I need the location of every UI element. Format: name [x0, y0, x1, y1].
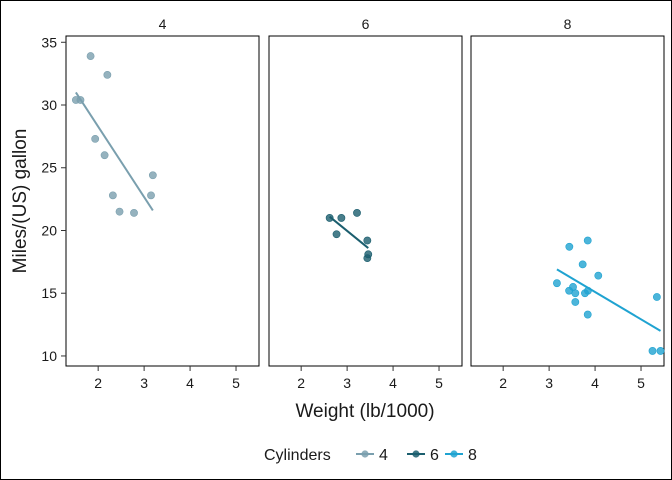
data-point-6 [363, 236, 372, 245]
data-point-8 [565, 242, 574, 251]
data-point-4 [130, 209, 138, 217]
regression-line-8 [556, 268, 662, 332]
data-point-8 [578, 260, 587, 269]
x-tick-label: 4 [389, 375, 397, 391]
data-point-4 [86, 52, 95, 60]
x-tick-label: 5 [637, 375, 645, 391]
legend-item-8: 8 [445, 447, 477, 464]
x-tick-label: 2 [94, 375, 102, 391]
data-point-6 [337, 214, 346, 222]
legend-item-4: 4 [356, 447, 388, 464]
data-point-8 [656, 347, 665, 355]
y-axis: 10 15 20 25 30 35 [41, 34, 66, 364]
x-tick-label: 5 [232, 375, 240, 391]
data-point-8 [583, 310, 592, 319]
facet-label-6: 6 [362, 16, 370, 32]
y-tick-label: 10 [41, 348, 57, 364]
legend-key-point [361, 450, 369, 458]
data-point-4 [91, 134, 100, 143]
data-point-4 [100, 151, 109, 160]
y-tick-label: 25 [41, 160, 57, 176]
y-tick-label: 20 [41, 222, 57, 238]
legend-item-6: 6 [407, 447, 439, 464]
legend-key-point [450, 450, 458, 458]
data-point-4 [115, 207, 124, 216]
data-point-6 [332, 230, 341, 239]
x-tick-label: 3 [140, 375, 148, 391]
data-point-8 [594, 271, 603, 280]
data-point-6 [364, 250, 373, 259]
x-tick-label: 4 [186, 375, 194, 391]
x-tick-label: 5 [435, 375, 443, 391]
legend-label: 8 [468, 447, 477, 464]
x-tick-label: 3 [343, 375, 351, 391]
data-point-4 [103, 70, 112, 79]
data-point-4 [148, 171, 157, 180]
data-point-4 [108, 191, 117, 200]
regression-line-6 [329, 215, 369, 249]
data-point-4 [147, 191, 155, 200]
data-point-8 [583, 236, 592, 245]
x-axis-title: Weight (lb/1000) [295, 401, 434, 422]
panel-border [470, 35, 665, 367]
data-point-8 [652, 293, 661, 301]
data-point-8 [581, 289, 589, 298]
legend-key-point [412, 450, 420, 458]
y-tick-label: 35 [41, 34, 57, 50]
panel-8: 8 2 3 4 5 [470, 16, 665, 391]
data-point-8 [648, 347, 657, 355]
panel-4: 4 2 3 4 5 [65, 16, 260, 391]
data-point-8 [571, 298, 580, 306]
panel-border [65, 35, 260, 367]
legend-label: 6 [430, 447, 439, 464]
legend-title: Cylinders [264, 447, 331, 464]
data-point-8 [553, 279, 561, 288]
panels: 4 2 3 4 5 6 2 3 4 5 8 2 3 4 5 [65, 16, 665, 391]
legend-label: 4 [379, 447, 388, 464]
panel-6: 6 2 3 4 5 [268, 16, 463, 391]
x-tick-label: 4 [591, 375, 599, 391]
data-point-6 [353, 209, 361, 217]
panel-border [268, 35, 463, 367]
data-point-6 [325, 214, 334, 222]
data-point-8 [571, 289, 580, 298]
y-tick-label: 30 [41, 97, 57, 113]
facet-label-8: 8 [564, 16, 572, 32]
x-tick-label: 2 [297, 375, 305, 391]
y-axis-title: Miles/(US) gallon [10, 129, 31, 274]
x-tick-label: 2 [499, 375, 507, 391]
legend: Cylinders 4 6 8 [264, 447, 477, 464]
y-tick-label: 15 [41, 285, 57, 301]
regression-line-4 [75, 91, 154, 211]
data-point-4 [76, 96, 85, 104]
facet-label-4: 4 [159, 16, 167, 32]
x-tick-label: 3 [545, 375, 553, 391]
